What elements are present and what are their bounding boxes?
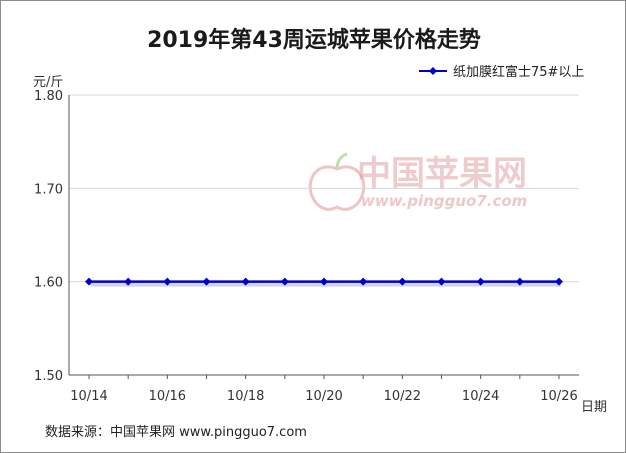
y-tick-label: 1.50 [34,369,63,384]
series-group [85,277,563,287]
data-point [202,277,211,286]
legend: 纸加膜红富士75#以上 [419,64,584,80]
source-text: 数据来源：中国苹果网 www.pingguo7.com [45,425,307,440]
x-tick-label: 10/14 [70,389,107,404]
data-point [398,277,407,286]
y-tick-label: 1.80 [34,89,63,104]
x-tick-label: 10/16 [149,389,186,404]
axes [68,95,579,376]
data-point [85,277,93,286]
data-point [359,277,368,286]
data-point [437,277,446,286]
data-point [124,277,133,286]
data-point [320,277,328,286]
data-point [476,277,485,286]
y-axis-label: 元/斤 [33,75,63,90]
apple-logo-icon [308,152,366,211]
x-tick-label: 10/24 [462,389,499,404]
data-point [241,277,250,286]
watermark-en: www.pingguo7.com [361,192,527,210]
x-tick-label: 10/20 [305,389,342,404]
legend-label: 纸加膜红富士75#以上 [453,64,584,80]
x-ticks: 10/14 10/16 10/18 10/20 10/22 10/24 10/26 [70,375,578,404]
x-tick-label: 10/26 [540,389,577,404]
legend-marker [429,67,437,75]
data-point [515,277,524,286]
x-tick-label: 10/22 [384,389,421,404]
y-tick-label: 1.60 [34,276,63,291]
y-tick-label: 1.70 [34,182,63,197]
data-point [555,277,563,286]
chart-title: 2019年第43周运城苹果价格走势 [147,27,481,53]
watermark-cn: 中国苹果网 [357,154,527,194]
data-point [163,277,172,286]
x-axis-label: 日期 [581,400,607,415]
y-ticks: 1.80 1.70 1.60 1.50 [34,89,63,384]
x-tick-label: 10/18 [227,389,264,404]
watermark: 中国苹果网 www.pingguo7.com [308,152,527,211]
data-point [280,277,289,286]
grid-lines [69,94,579,283]
